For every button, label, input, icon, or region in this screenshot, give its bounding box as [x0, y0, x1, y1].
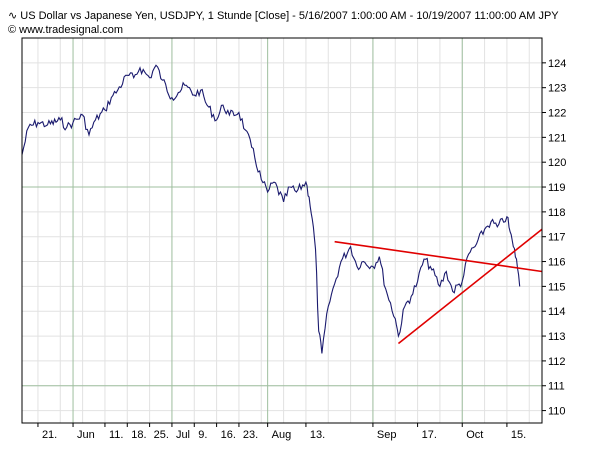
- y-tick-label: 112: [548, 356, 566, 368]
- x-tick-label: 11.: [109, 429, 123, 441]
- chart-title: US Dollar vs Japanese Yen, USDJPY, 1 Stu…: [20, 10, 536, 22]
- y-axis: 110 111 112 113 114 115 116 117 118 119 120 121 122 1…: [542, 58, 566, 418]
- y-tick-label: 121: [548, 132, 566, 144]
- credit-text: © www.tradesignal.com: [8, 24, 124, 36]
- y-tick-label: 110: [548, 406, 566, 418]
- x-tick-label: 13.: [310, 429, 325, 441]
- credit-row: © www.tradesignal.com: [8, 24, 123, 36]
- x-tick-label: 15.: [511, 429, 526, 441]
- x-tick-label: Aug: [272, 429, 292, 441]
- x-tick-label: Oct: [466, 429, 483, 441]
- x-tick-label: 18.: [131, 429, 146, 441]
- x-tick-label: 21.: [42, 429, 57, 441]
- y-tick-label: 115: [548, 281, 566, 293]
- line-chart-icon: ∿: [8, 10, 18, 22]
- y-tick-label: 111: [548, 381, 565, 393]
- symbol-label: JPY: [538, 10, 559, 22]
- plot-frame: [21, 37, 543, 424]
- y-tick-label: 114: [548, 306, 566, 318]
- y-tick-label: 113: [548, 331, 566, 343]
- x-tick-label: 17.: [422, 429, 437, 441]
- y-tick-label: 124: [548, 58, 566, 70]
- x-tick-label: Sep: [377, 429, 397, 441]
- x-tick-label: 9.: [198, 429, 207, 441]
- x-tick-label: 23.: [243, 429, 258, 441]
- x-tick-label: Jun: [77, 429, 95, 441]
- x-tick-label: 25.: [154, 429, 169, 441]
- chart-title-row: ∿ US Dollar vs Japanese Yen, USDJPY, 1 S…: [8, 9, 559, 22]
- trendline: [397, 228, 543, 345]
- trendline: [334, 240, 543, 273]
- y-tick-label: 118: [548, 207, 566, 219]
- y-tick-label: 119: [548, 182, 566, 194]
- y-tick-label: 117: [548, 232, 566, 244]
- y-tick-label: 122: [548, 108, 566, 120]
- y-tick-label: 123: [548, 83, 566, 95]
- y-tick-label: 116: [548, 257, 566, 269]
- y-tick-label: 120: [548, 157, 566, 169]
- price-line: [21, 64, 521, 354]
- x-tick-label: 16.: [221, 429, 236, 441]
- x-tick-label: Jul: [176, 429, 190, 441]
- trendlines: [334, 228, 543, 345]
- x-axis: 21. Jun 11. 18. 25. Jul 9. 16. 23. Aug 13. Sep 17. Oc…: [37, 423, 526, 441]
- grid: [22, 38, 542, 423]
- price-series: [21, 64, 521, 354]
